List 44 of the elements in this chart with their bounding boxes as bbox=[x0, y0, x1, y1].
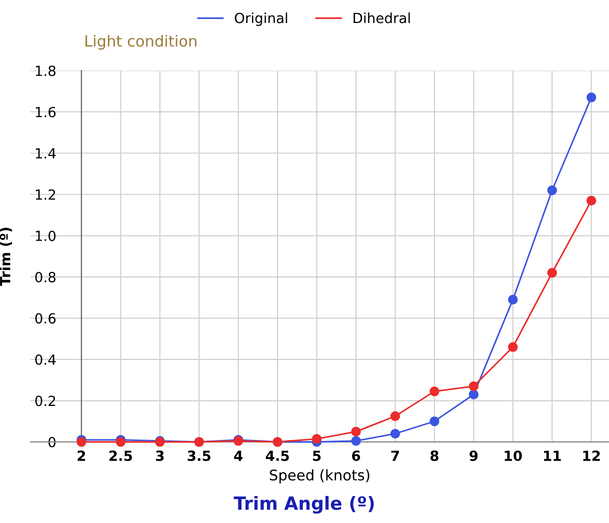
x-tick-label: 6 bbox=[352, 450, 360, 462]
point bbox=[351, 436, 361, 446]
y-tick-label: 0.4 bbox=[35, 354, 56, 365]
x-tick-label: 3 bbox=[156, 450, 164, 462]
legend-label: Dihedral bbox=[354, 12, 410, 24]
x-tick-label: 2 bbox=[78, 450, 86, 461]
text: Trim Angle (º) bbox=[234, 496, 374, 514]
x-tick-label: 9 bbox=[470, 450, 478, 462]
x-axis-title: Speed (knots) bbox=[270, 469, 370, 484]
point bbox=[586, 92, 596, 102]
x-tick-label: 5 bbox=[313, 450, 321, 462]
x-tick-label: 10 bbox=[504, 450, 522, 462]
x-tick-label: 4.5 bbox=[266, 450, 289, 462]
y-tick-label: 0.2 bbox=[35, 396, 56, 406]
x-tick-label: 2.5 bbox=[109, 450, 132, 462]
point bbox=[468, 390, 479, 400]
x-tick-label: 7 bbox=[391, 450, 399, 461]
x-tick-label: 4 bbox=[234, 450, 243, 461]
chart-subtitle: Light condition bbox=[86, 34, 196, 50]
point bbox=[547, 268, 557, 278]
y-axis-title: Trim (º) bbox=[0, 228, 12, 286]
y-tick-label: 0.6 bbox=[35, 313, 56, 324]
y-tick-label: 1.2 bbox=[36, 189, 56, 200]
x-tick-label: 3.5 bbox=[188, 450, 210, 462]
x-tick-label: 11 bbox=[544, 450, 561, 461]
point bbox=[468, 381, 479, 392]
point bbox=[586, 196, 596, 206]
y-tick-label: 1.4 bbox=[36, 148, 56, 158]
x-tick-label: 12 bbox=[583, 450, 600, 461]
point bbox=[390, 411, 400, 422]
point bbox=[351, 426, 361, 436]
point bbox=[430, 416, 440, 426]
y-tick-label: 0.8 bbox=[35, 272, 56, 282]
y-tick-label: 1.8 bbox=[36, 66, 56, 76]
x-tick-label: 8 bbox=[430, 450, 438, 462]
point bbox=[312, 434, 322, 444]
point bbox=[547, 185, 557, 196]
point bbox=[508, 294, 518, 304]
point bbox=[508, 342, 518, 352]
y-tick-label: 1.6 bbox=[36, 106, 56, 118]
point bbox=[430, 386, 440, 396]
legend-label: Original bbox=[234, 12, 288, 26]
y-tick-label: 1.0 bbox=[36, 230, 56, 242]
point bbox=[390, 428, 400, 439]
